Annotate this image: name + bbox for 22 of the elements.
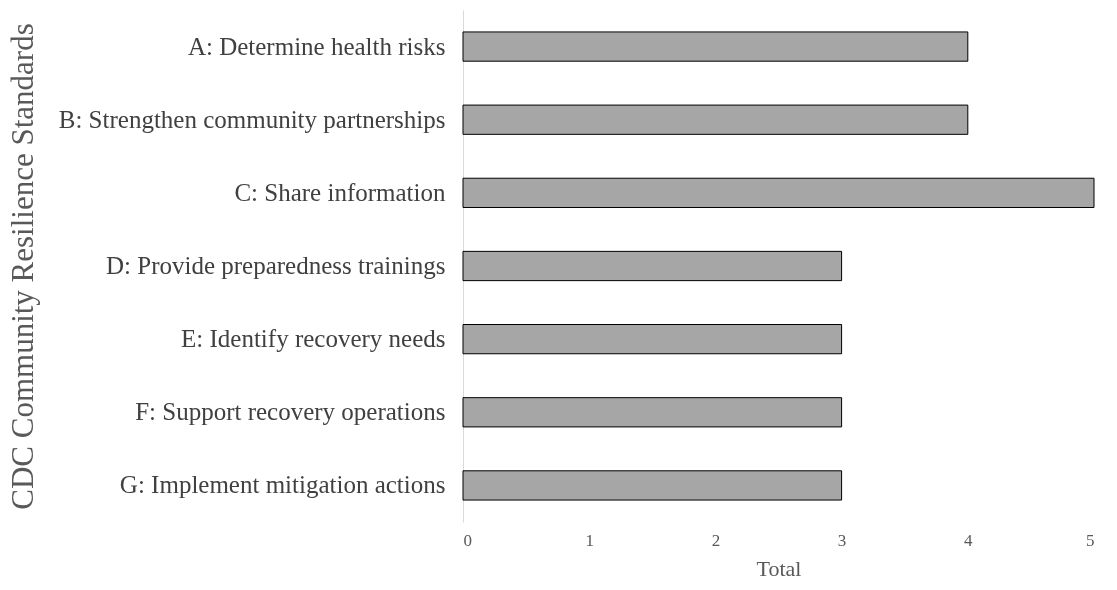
y-tick-label: C: Share information [234,178,446,206]
y-tick-label: G: Implement mitigation actions [119,471,446,499]
y-axis-title: CDC Community Resilience Standards [4,23,40,510]
y-tick-label: B: Strengthen community partnerships [58,105,446,133]
bar [462,104,969,135]
bar [462,397,843,428]
y-tick-label: F: Support recovery operations [135,398,446,426]
x-axis-title: Total [756,555,802,581]
x-tick-label: 5 [1086,530,1095,550]
bar [462,250,843,282]
bar [462,470,843,501]
x-tick-label: 4 [964,530,974,550]
x-tick-label: 2 [711,530,721,550]
y-tick-label: E: Identify recovery needs [181,325,446,353]
bar [462,177,1095,208]
x-tick-label: 1 [585,530,594,550]
bar [462,324,843,355]
y-tick-label: D: Provide preparedness trainings [105,252,446,279]
x-tick-label: 0 [463,530,472,550]
y-tick-label: A: Determine health risks [187,32,446,60]
bar [462,31,969,62]
x-tick-label: 3 [837,530,847,550]
